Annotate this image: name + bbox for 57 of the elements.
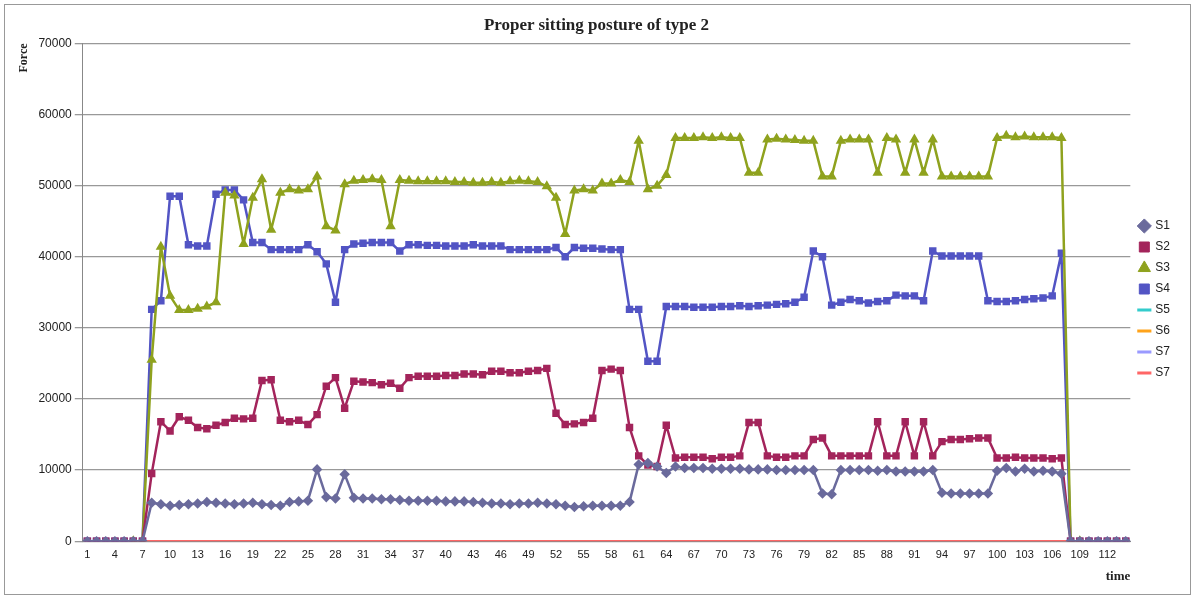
x-tick-label: 94 xyxy=(935,547,949,560)
x-tick-label: 109 xyxy=(1070,547,1089,560)
x-tick-label: 85 xyxy=(853,547,866,560)
chart-title: Proper sitting posture of type 2 xyxy=(483,14,710,34)
y-tick-label: 30000 xyxy=(38,320,73,335)
x-tick-label: 34 xyxy=(384,547,397,560)
x-tick-label: 40 xyxy=(439,547,452,560)
x-tick-label: 112 xyxy=(1098,547,1117,560)
x-tick-label: 22 xyxy=(274,547,287,560)
x-tick-label: 16 xyxy=(219,547,232,560)
x-tick-label: 82 xyxy=(825,547,838,560)
x-tick-label: 106 xyxy=(1043,547,1062,560)
x-tick-label: 100 xyxy=(987,547,1007,560)
x-tick-label: 1 xyxy=(84,547,91,560)
x-tick-label: 70 xyxy=(715,547,728,560)
x-tick-label: 52 xyxy=(549,547,563,560)
x-axis-title: time xyxy=(1105,567,1131,583)
legend-label: S6 xyxy=(1155,323,1171,338)
x-tick-label: 76 xyxy=(770,547,783,560)
legend-label: S3 xyxy=(1155,260,1171,275)
x-tick-label: 58 xyxy=(605,547,618,560)
x-tick-label: 46 xyxy=(494,547,507,560)
x-tick-label: 91 xyxy=(908,547,921,560)
x-tick-label: 73 xyxy=(742,547,756,560)
x-tick-label: 7 xyxy=(139,547,146,560)
x-tick-label: 19 xyxy=(246,547,259,560)
x-tick-label: 31 xyxy=(356,547,370,560)
x-tick-label: 49 xyxy=(522,547,535,560)
x-tick-label: 25 xyxy=(301,547,315,560)
legend-label: S5 xyxy=(1155,302,1171,317)
y-tick-label: 40000 xyxy=(38,249,73,264)
legend-label: S7 xyxy=(1155,365,1171,380)
x-tick-label: 10 xyxy=(163,547,177,560)
y-axis-title: Force xyxy=(16,42,31,73)
legend-label: S7 xyxy=(1155,344,1171,359)
x-tick-label: 64 xyxy=(660,547,673,560)
x-tick-label: 97 xyxy=(963,547,976,560)
x-tick-label: 88 xyxy=(880,547,893,560)
x-tick-label: 4 xyxy=(111,547,118,560)
x-tick-label: 28 xyxy=(329,547,342,560)
y-tick-label: 50000 xyxy=(38,177,73,192)
x-tick-label: 67 xyxy=(687,547,700,560)
legend-label: S4 xyxy=(1155,281,1171,296)
legend-label: S1 xyxy=(1155,218,1171,233)
y-tick-label: 20000 xyxy=(38,391,73,406)
x-tick-label: 103 xyxy=(1015,547,1034,560)
y-tick-label: 60000 xyxy=(38,106,73,121)
x-tick-label: 79 xyxy=(797,547,811,560)
y-tick-label: 10000 xyxy=(38,462,73,477)
x-tick-label: 43 xyxy=(467,547,480,560)
x-tick-label: 13 xyxy=(191,547,204,560)
y-tick-label: 0 xyxy=(65,533,73,548)
y-tick-label: 70000 xyxy=(38,35,73,50)
x-tick-label: 61 xyxy=(632,547,645,560)
x-tick-label: 55 xyxy=(577,547,590,560)
legend-label: S2 xyxy=(1155,239,1171,254)
x-tick-label: 37 xyxy=(412,547,425,560)
